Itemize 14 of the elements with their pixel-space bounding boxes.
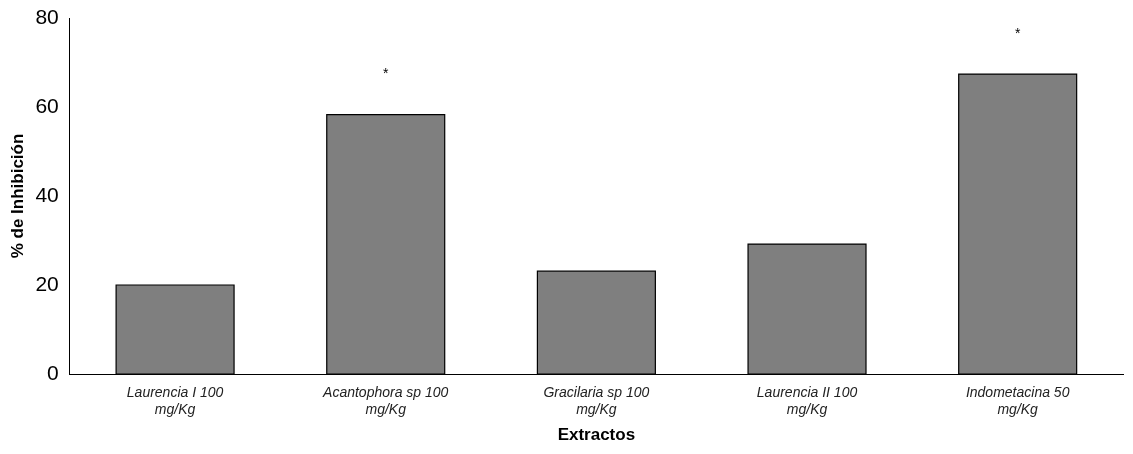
x-tick-label: Indometacina 50 mg/Kg xyxy=(965,384,1070,418)
x-tick-label: Laurencia I 100 mg/Kg xyxy=(126,384,224,418)
x-tick-label: Gracilaria sp 100 mg/Kg xyxy=(543,384,650,418)
y-tick-label: 40 xyxy=(35,182,59,206)
y-tick-label: 0 xyxy=(47,360,59,384)
data-label: * xyxy=(1014,24,1021,41)
data-label: * xyxy=(383,65,389,82)
x-tick-label: Laurencia II 100 mg/Kg xyxy=(756,384,858,418)
y-tick-label: 20 xyxy=(35,271,59,295)
y-tick-label: 60 xyxy=(35,93,59,117)
y-tick-label: 80 xyxy=(35,4,59,28)
y-axis-title: % de Inhibición xyxy=(7,133,27,259)
x-axis-title: Extractos xyxy=(557,425,636,445)
x-tick-label: Acantophora sp 100 mg/Kg xyxy=(322,384,449,418)
